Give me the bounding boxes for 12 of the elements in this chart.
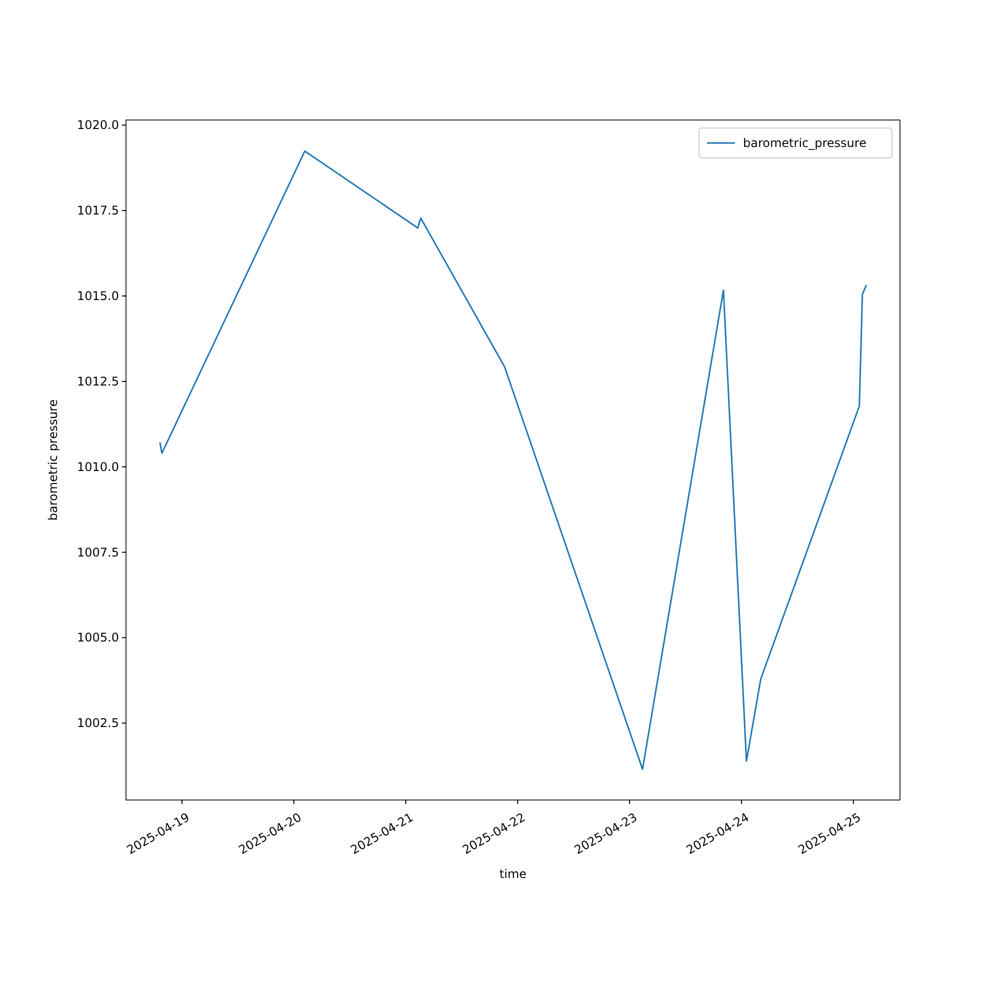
y-tick-label: 1020.0 [77, 118, 119, 132]
y-tick-label: 1002.5 [77, 716, 119, 730]
line-series [159, 150, 868, 770]
legend-label: barometric_pressure [743, 136, 866, 150]
y-tick-label: 1010.0 [77, 460, 119, 474]
y-tick-label: 1017.5 [77, 204, 119, 218]
y-tick-label: 1005.0 [77, 630, 119, 645]
y-tick-label: 1007.5 [77, 545, 119, 560]
y-axis-title: barometric pressure [46, 399, 60, 521]
y-tick-label: 1012.5 [77, 374, 119, 388]
y-tick-label: 1015.0 [77, 288, 119, 303]
x-axis-title: time [499, 867, 527, 881]
